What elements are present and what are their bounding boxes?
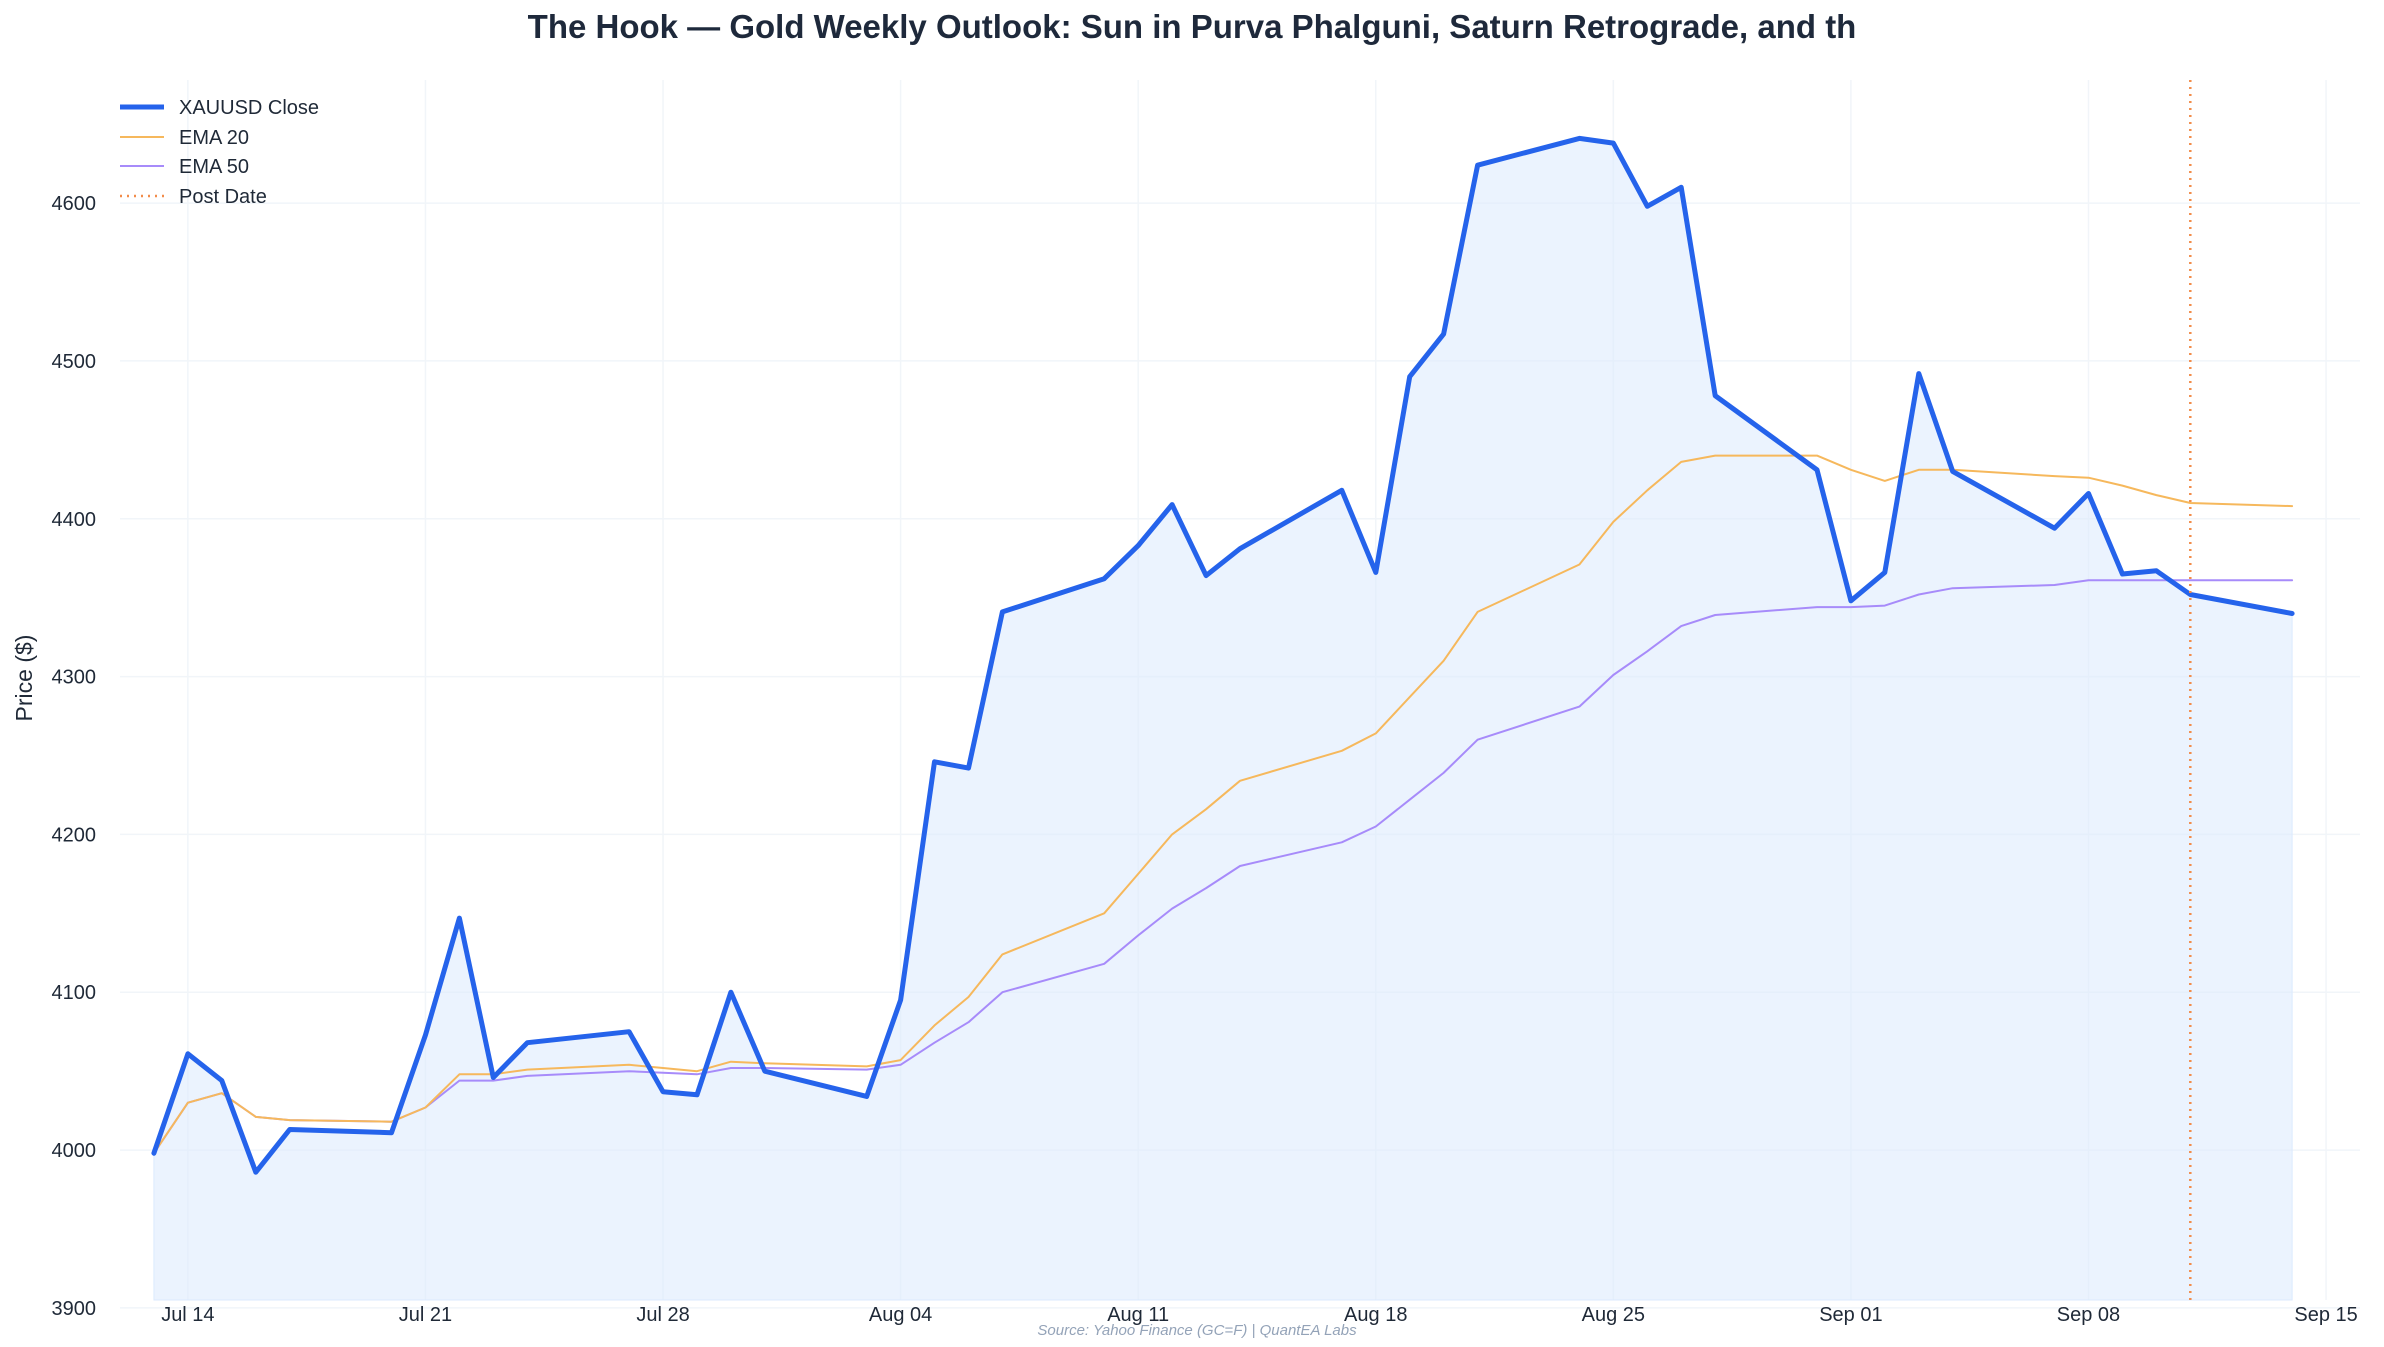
x-tick-label: Sep 15 (2294, 1304, 2357, 1326)
x-tick-label: Aug 04 (869, 1304, 932, 1326)
series-line-close (151, 135, 2295, 1175)
close-area-fill (153, 137, 2293, 1301)
y-tick-label: 4200 (52, 824, 97, 846)
y-tick-label: 3900 (52, 1298, 97, 1320)
legend: XAUUSD Close EMA 20 EMA 50 Post Date (120, 97, 319, 208)
legend-label-close: XAUUSD Close (179, 97, 319, 119)
y-tick-label: 4600 (52, 193, 97, 215)
x-tick-label: Aug 25 (1582, 1304, 1645, 1326)
y-tick-label: 4500 (52, 351, 97, 373)
x-tick-label: Jul 14 (161, 1304, 214, 1326)
series-line-ema50 (152, 579, 2294, 1155)
y-axis-ticks: 3900 4000 4100 4200 4300 4400 4500 4600 (52, 193, 97, 1320)
area-fill (153, 137, 2293, 1301)
x-tick-label: Aug 11 (1107, 1304, 1169, 1326)
legend-label-ema20: EMA 20 (179, 127, 249, 149)
y-tick-label: 4300 (52, 667, 97, 689)
series-lines (151, 135, 2295, 1175)
legend-label-ema50: EMA 50 (179, 156, 249, 178)
y-tick-label: 4000 (52, 1140, 97, 1162)
x-tick-label: Jul 28 (636, 1304, 689, 1326)
x-tick-label: Aug 18 (1344, 1304, 1407, 1326)
x-tick-label: Sep 08 (2057, 1304, 2120, 1326)
legend-label-post-date: Post Date (179, 186, 267, 208)
x-tick-label: Sep 01 (1819, 1304, 1882, 1326)
y-tick-label: 4100 (52, 982, 97, 1004)
y-tick-label: 4400 (52, 509, 97, 531)
chart-title: The Hook — Gold Weekly Outlook: Sun in P… (528, 8, 1857, 45)
source-note: Source: Yahoo Finance (GC=F) | QuantEA L… (1037, 1322, 1357, 1339)
y-axis-label: Price ($) (11, 635, 37, 722)
x-tick-label: Jul 21 (399, 1304, 452, 1326)
x-axis-ticks: Jul 14 Jul 21 Jul 28 Aug 04 Aug 11 Aug 18 Aug … (161, 1304, 2358, 1326)
